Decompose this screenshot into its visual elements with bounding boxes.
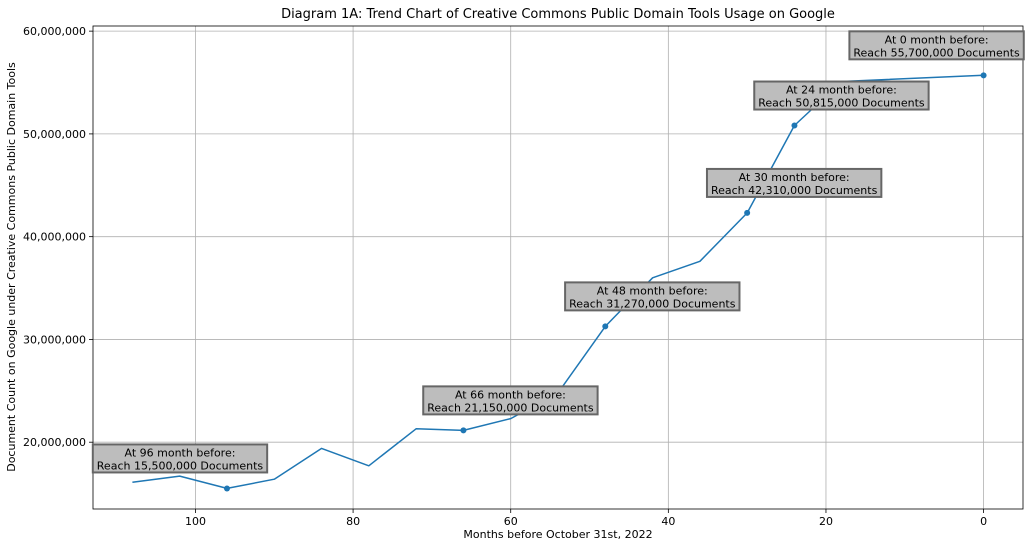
plot-frame <box>92 25 1024 510</box>
x-axis-ticks: 100 80 60 40 20 0 <box>185 509 987 528</box>
annotation-line-2: Reach 15,500,000 Documents <box>97 459 264 472</box>
data-point-marker <box>602 323 609 330</box>
annotation-line-2: Reach 55,700,000 Documents <box>853 46 1020 59</box>
x-axis-label: Months before October 31st, 2022 <box>463 528 652 541</box>
annotation-box <box>564 281 741 312</box>
data-point-marker <box>980 72 987 79</box>
x-tick-label: 20 <box>819 515 833 528</box>
data-point-marker <box>460 427 467 434</box>
x-tick-label: 0 <box>980 515 987 528</box>
y-tick-label: 50,000,000 <box>23 128 86 141</box>
annotation-box <box>848 30 1025 61</box>
annotation-label: At 30 month before:Reach 42,310,000 Docu… <box>705 167 883 198</box>
x-tick-label: 40 <box>661 515 675 528</box>
x-tick-label: 80 <box>346 515 360 528</box>
x-tick-label: 100 <box>185 515 206 528</box>
annotation-line-2: Reach 31,270,000 Documents <box>569 297 736 310</box>
annotation-line-1: At 30 month before: <box>739 171 850 184</box>
annotation-label: At 48 month before:Reach 31,270,000 Docu… <box>564 281 741 312</box>
y-tick-label: 20,000,000 <box>23 436 86 449</box>
annotation-label: At 0 month before:Reach 55,700,000 Docum… <box>848 30 1025 61</box>
y-tick-label: 60,000,000 <box>23 25 86 38</box>
annotation-box <box>422 385 599 416</box>
data-point-marker <box>223 485 230 492</box>
y-axis-label: Document Count on Google under Creative … <box>5 62 18 472</box>
chart-title: Diagram 1A: Trend Chart of Creative Comm… <box>281 7 835 22</box>
annotation-label: At 24 month before:Reach 50,815,000 Docu… <box>753 80 930 111</box>
annotation-line-1: At 66 month before: <box>455 388 566 401</box>
annotation-line-1: At 0 month before: <box>885 33 989 46</box>
data-point-marker <box>744 209 751 216</box>
y-tick-label: 40,000,000 <box>23 231 86 244</box>
series-line <box>132 74 984 490</box>
y-axis-ticks: 20,000,000 30,000,000 40,000,000 50,000,000… <box>23 25 93 449</box>
annotation-box <box>91 443 269 474</box>
annotation-line-1: At 48 month before: <box>597 284 708 297</box>
annotation-box <box>753 80 930 111</box>
annotation-box <box>705 167 883 198</box>
annotation-line-2: Reach 50,815,000 Documents <box>758 97 925 110</box>
data-point-marker <box>791 122 798 129</box>
annotation-line-2: Reach 21,150,000 Documents <box>427 401 594 414</box>
annotation-label: At 96 month before:Reach 15,500,000 Docu… <box>91 443 269 474</box>
data-markers <box>223 72 987 492</box>
x-tick-label: 60 <box>504 515 518 528</box>
annotation-label: At 66 month before:Reach 21,150,000 Docu… <box>422 385 599 416</box>
grid-lines <box>93 26 1023 509</box>
annotation-line-1: At 96 month before: <box>125 446 236 459</box>
annotation-line-2: Reach 42,310,000 Documents <box>711 184 878 197</box>
annotations: At 96 month before:Reach 15,500,000 Docu… <box>91 30 1025 474</box>
y-tick-label: 30,000,000 <box>23 333 86 346</box>
annotation-line-1: At 24 month before: <box>786 84 897 97</box>
